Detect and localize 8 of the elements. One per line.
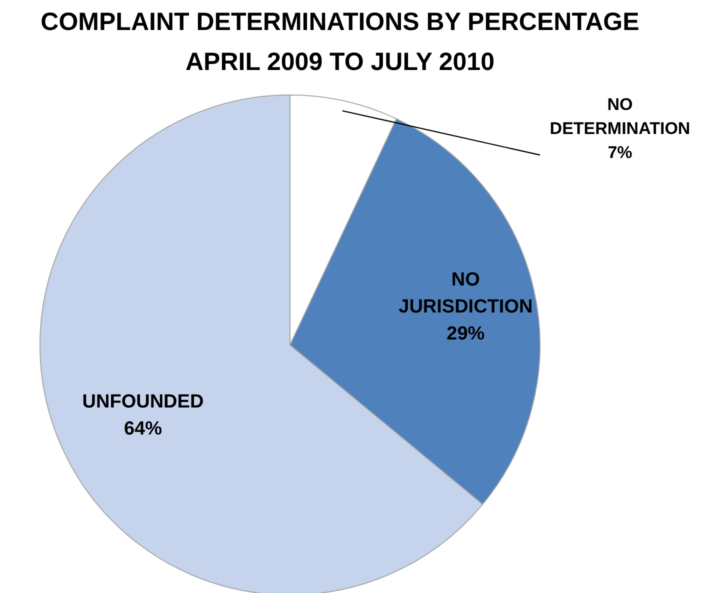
data-label: 64% <box>124 418 162 440</box>
slice-label: UNFOUNDED <box>82 392 204 413</box>
data-label: 29% <box>446 324 485 345</box>
chart-title: COMPLAINT DETERMINATIONS BY PERCENTAGE <box>40 8 640 36</box>
slice-label: NO DETERMINATION <box>550 95 690 138</box>
slice-label: NO JURISDICTION <box>398 270 533 318</box>
data-label: 7% <box>608 143 632 162</box>
chart-subtitle: APRIL 2009 TO JULY 2010 <box>186 48 494 76</box>
